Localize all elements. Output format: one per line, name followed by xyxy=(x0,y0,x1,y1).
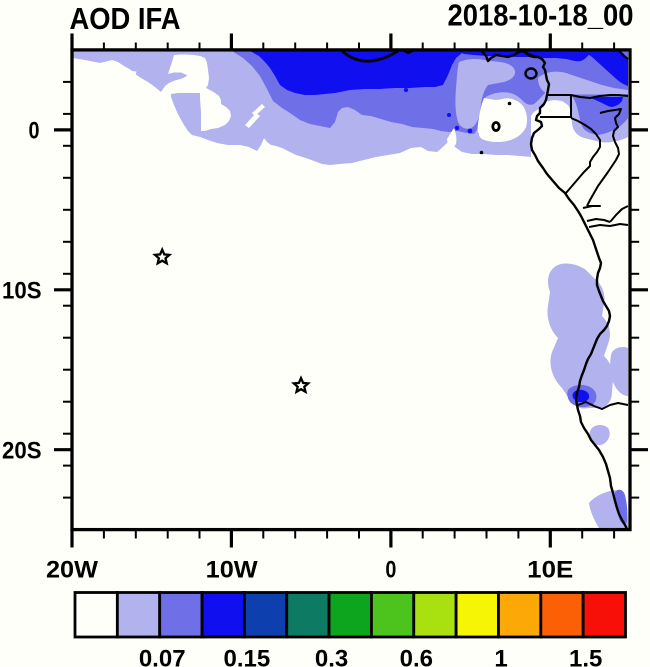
svg-text:0.15: 0.15 xyxy=(224,646,271,667)
svg-text:0: 0 xyxy=(29,118,40,145)
svg-text:1: 1 xyxy=(494,646,507,667)
svg-text:20S: 20S xyxy=(2,438,42,465)
svg-text:20W: 20W xyxy=(46,557,98,584)
svg-text:10E: 10E xyxy=(527,557,573,584)
svg-text:0.3: 0.3 xyxy=(315,646,348,667)
svg-text:0.07: 0.07 xyxy=(139,646,186,667)
svg-text:AOD IFA: AOD IFA xyxy=(70,2,181,36)
svg-text:0.6: 0.6 xyxy=(400,646,433,667)
svg-text:1.5: 1.5 xyxy=(569,646,602,667)
svg-text:2018-10-18_00: 2018-10-18_00 xyxy=(448,0,634,32)
svg-text:10S: 10S xyxy=(2,278,42,305)
svg-text:0: 0 xyxy=(385,557,396,584)
svg-text:10W: 10W xyxy=(206,557,258,584)
